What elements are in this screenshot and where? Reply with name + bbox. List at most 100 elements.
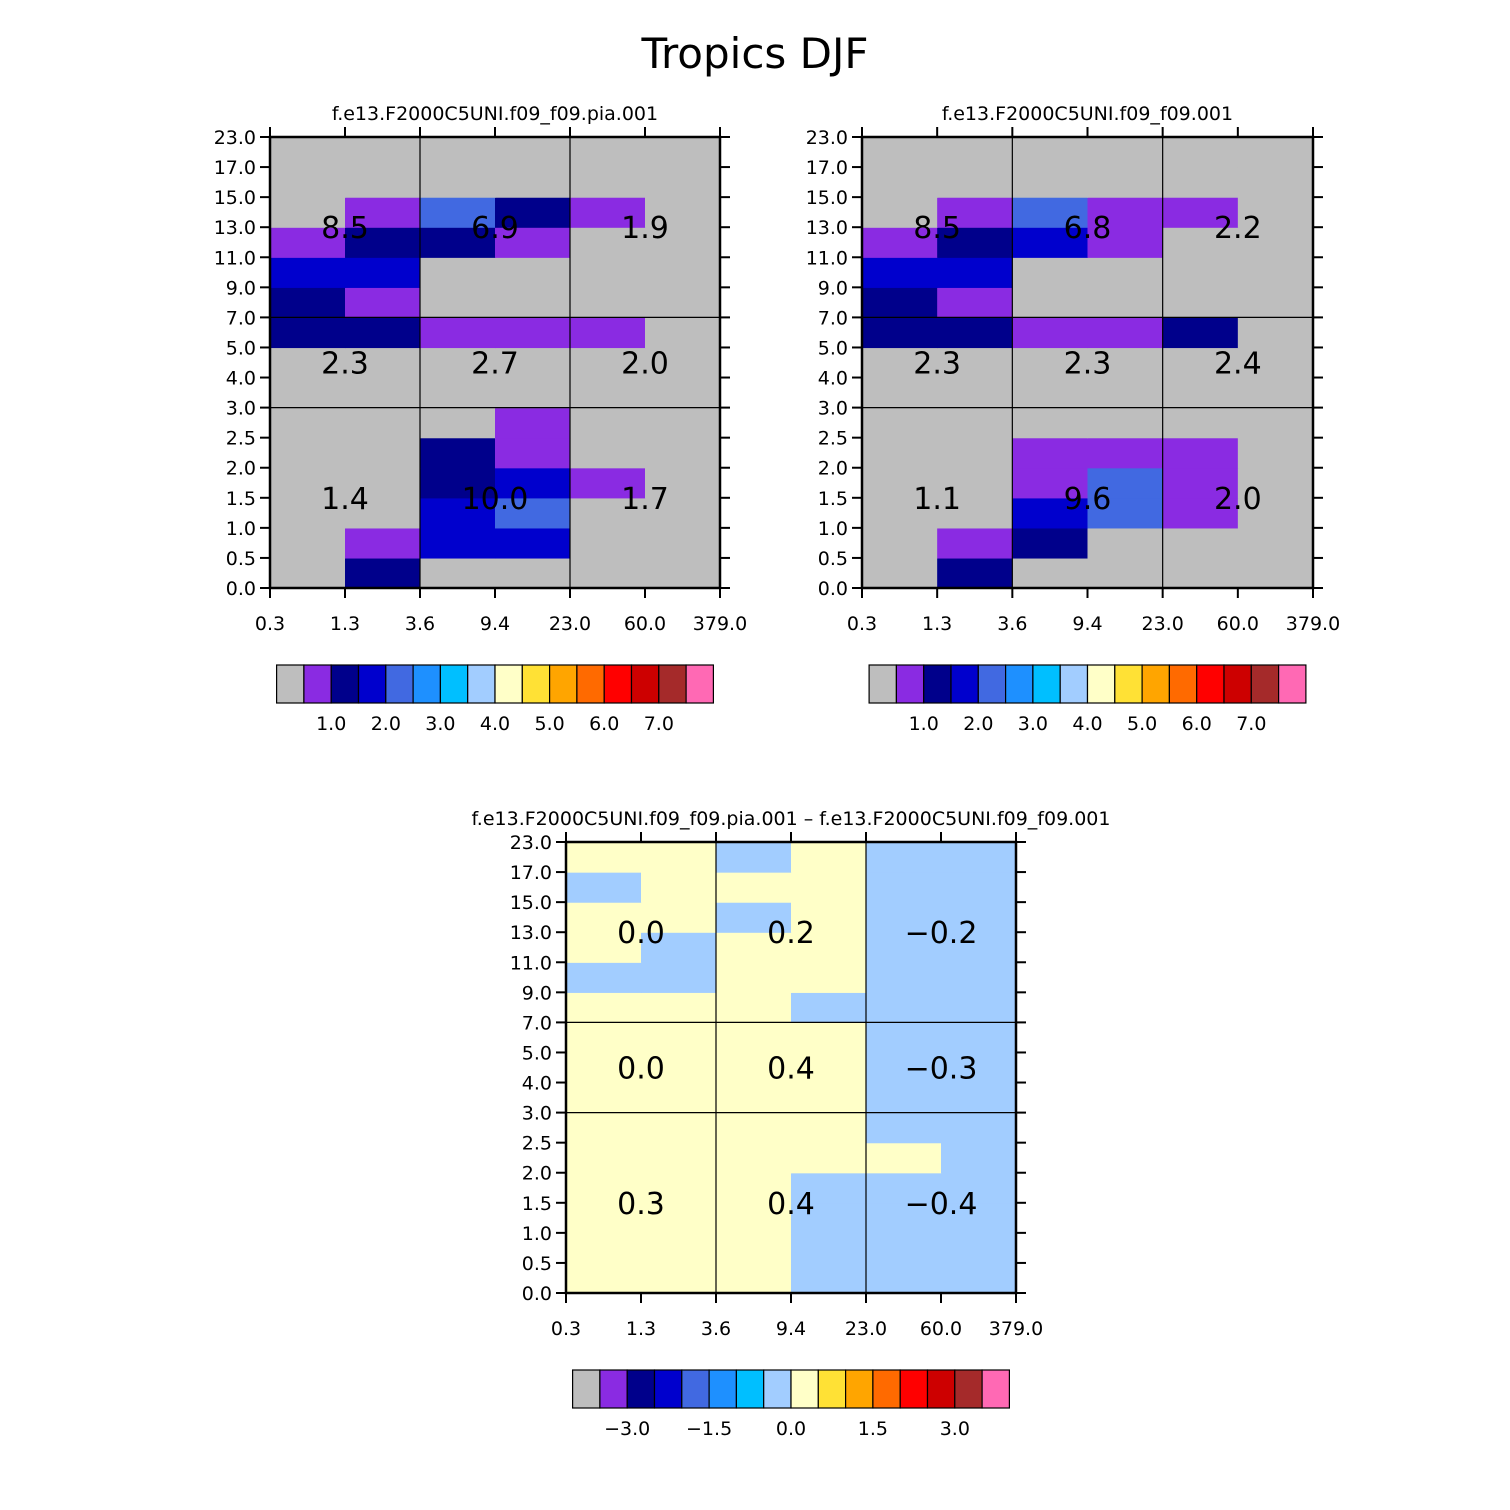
data-cell xyxy=(1087,317,1164,349)
data-cell xyxy=(791,992,867,1023)
colorbar-swatch xyxy=(1059,664,1089,704)
data-cell xyxy=(791,1232,867,1264)
data-cell xyxy=(862,227,938,258)
summary-value: 2.0 xyxy=(621,347,669,382)
data-cell xyxy=(862,347,938,379)
data-cell xyxy=(941,962,1017,993)
data-cell xyxy=(791,902,867,933)
colorbar-swatch xyxy=(685,664,714,704)
x-tick-label: 0.3 xyxy=(255,613,285,635)
data-cell xyxy=(270,287,346,318)
summary-value: 2.7 xyxy=(471,347,519,382)
data-cell xyxy=(716,842,792,873)
data-cell xyxy=(1012,347,1089,379)
data-cell xyxy=(420,257,496,288)
data-cell xyxy=(645,317,721,349)
data-cell xyxy=(495,257,571,288)
data-cell xyxy=(570,317,646,349)
data-cell xyxy=(791,872,867,903)
colorbar-swatch xyxy=(603,664,633,704)
summary-value: −0.3 xyxy=(905,1052,978,1087)
y-tick-label: 15.0 xyxy=(214,187,256,209)
colorbar-swatch xyxy=(630,664,660,704)
data-cell xyxy=(270,197,346,228)
y-tick-label: 0.0 xyxy=(226,578,256,600)
data-cell xyxy=(645,257,721,288)
colorbar-label: 5.0 xyxy=(1127,713,1157,735)
data-cell xyxy=(1162,287,1239,318)
data-cell xyxy=(570,497,646,529)
data-cell xyxy=(645,287,721,318)
y-tick-label: 4.0 xyxy=(522,1073,552,1095)
colorbar-swatch xyxy=(1250,664,1280,704)
data-cell xyxy=(495,467,571,499)
data-cell xyxy=(866,1142,942,1174)
y-tick-label: 2.0 xyxy=(226,458,256,480)
colorbar-label: 0.0 xyxy=(776,1418,806,1440)
colorbar-label: 2.0 xyxy=(963,713,993,735)
data-cell xyxy=(1162,527,1239,559)
data-cell xyxy=(791,1172,867,1204)
colorbar-swatch xyxy=(790,1369,819,1409)
data-cell xyxy=(495,317,571,349)
data-cell xyxy=(866,872,942,903)
data-cell xyxy=(345,557,421,589)
summary-value: 10.0 xyxy=(462,482,529,517)
data-cell xyxy=(1237,467,1314,499)
data-cell xyxy=(641,1142,717,1174)
panel-diff: f.e13.F2000C5UNI.f09_f09.pia.001 – f.e13… xyxy=(472,808,1111,1440)
colorbar-label: 4.0 xyxy=(1072,713,1102,735)
data-cell xyxy=(345,287,421,318)
y-tick-label: 15.0 xyxy=(510,892,552,914)
data-cell xyxy=(566,1202,642,1234)
data-cell xyxy=(345,197,421,228)
data-cell xyxy=(270,527,346,559)
y-tick-label: 4.0 xyxy=(226,368,256,390)
data-cell xyxy=(641,1202,717,1234)
y-tick-label: 5.0 xyxy=(818,337,848,359)
summary-value: 0.4 xyxy=(767,1187,815,1222)
x-tick-label: 23.0 xyxy=(1142,613,1184,635)
summary-value: 1.9 xyxy=(621,211,669,246)
data-cell xyxy=(420,227,496,258)
data-cell xyxy=(420,167,496,198)
data-cell xyxy=(495,167,571,198)
data-cell xyxy=(1087,527,1164,559)
panel-pia: f.e13.F2000C5UNI.f09_f09.pia.001 1.4 10.0 1… xyxy=(214,103,748,735)
data-cell xyxy=(495,377,571,409)
data-cell xyxy=(1012,197,1089,228)
y-tick-label: 2.5 xyxy=(818,428,848,450)
data-cell xyxy=(566,932,642,963)
data-cell xyxy=(937,137,1013,168)
data-cell xyxy=(495,287,571,318)
data-cell xyxy=(1237,257,1314,288)
data-cell xyxy=(716,1172,792,1204)
data-cell xyxy=(716,1232,792,1264)
data-cell xyxy=(566,1172,642,1204)
data-cell xyxy=(866,932,942,963)
data-cell xyxy=(937,317,1013,349)
data-cell xyxy=(716,992,792,1023)
colorbar-swatch xyxy=(708,1369,737,1409)
data-cell xyxy=(1012,407,1089,439)
data-cell xyxy=(937,527,1013,559)
summary-value: 8.5 xyxy=(913,211,961,246)
figure-title: Tropics DJF xyxy=(640,29,868,78)
colorbar-label: −3.0 xyxy=(604,1418,650,1440)
x-tick-label: 1.3 xyxy=(330,613,360,635)
colorbar-swatch xyxy=(844,1369,874,1409)
data-cell xyxy=(495,197,571,228)
data-cell xyxy=(641,1052,717,1084)
data-cell xyxy=(570,197,646,228)
data-cell xyxy=(937,347,1013,379)
data-cell xyxy=(566,1052,642,1084)
y-tick-label: 0.0 xyxy=(522,1283,552,1305)
data-cell xyxy=(1012,557,1089,589)
data-cell xyxy=(645,497,721,529)
data-cell xyxy=(345,377,421,409)
y-tick-label: 17.0 xyxy=(806,157,848,179)
panels-group: f.e13.F2000C5UNI.f09_f09.pia.001 1.4 10.0 1… xyxy=(214,103,1341,1440)
data-cell xyxy=(345,227,421,258)
y-tick-label: 13.0 xyxy=(806,217,848,239)
